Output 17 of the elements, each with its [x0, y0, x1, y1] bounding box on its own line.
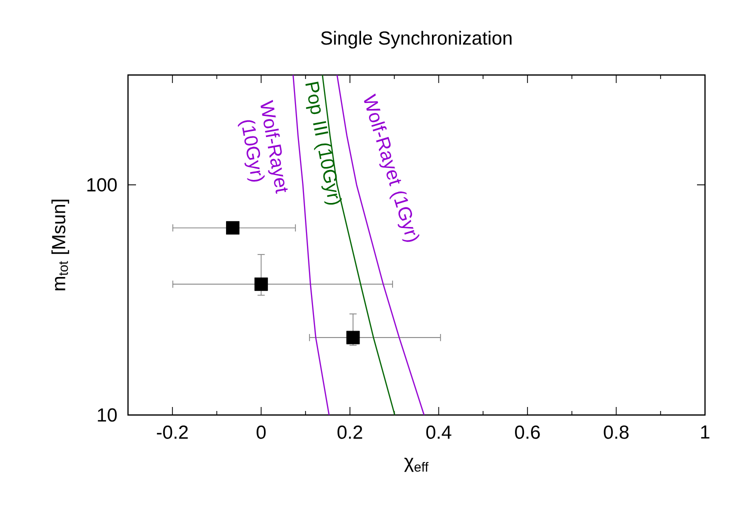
y-tick-label: 10 — [98, 408, 117, 422]
y-tick-label: 100 — [87, 178, 117, 192]
text: Pop III (10Gyr) — [305, 82, 342, 205]
x-tick-label: 0.4 — [426, 425, 452, 439]
x-tick-label: 0 — [256, 425, 266, 439]
point — [226, 221, 240, 235]
x-tick-label: 0.6 — [515, 425, 540, 439]
x-tick-label: 0.2 — [338, 425, 362, 439]
text: Wolf-Rayet (10Gyr) — [238, 100, 288, 194]
x-axis-title: χ$_{eff}$ — [404, 458, 428, 472]
x-tick-label: 1 — [701, 426, 710, 439]
point — [346, 330, 360, 344]
point — [254, 278, 268, 291]
x-tick-label: 0.8 — [604, 425, 629, 439]
x-tick-label: -0.2 — [156, 425, 188, 439]
chart-title: Single Synchronization — [321, 30, 512, 48]
y-axis-title: m$_{tot}$ [Msun] — [51, 200, 70, 290]
